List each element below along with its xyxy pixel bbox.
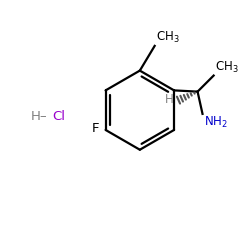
Text: NH$_2$: NH$_2$	[204, 115, 228, 130]
Text: F: F	[92, 122, 100, 135]
Text: CH$_3$: CH$_3$	[156, 30, 180, 45]
Text: –: –	[40, 110, 46, 123]
Text: H: H	[31, 110, 41, 123]
Text: CH$_3$: CH$_3$	[215, 60, 238, 75]
Text: Cl: Cl	[52, 110, 65, 123]
Text: H: H	[164, 92, 173, 106]
